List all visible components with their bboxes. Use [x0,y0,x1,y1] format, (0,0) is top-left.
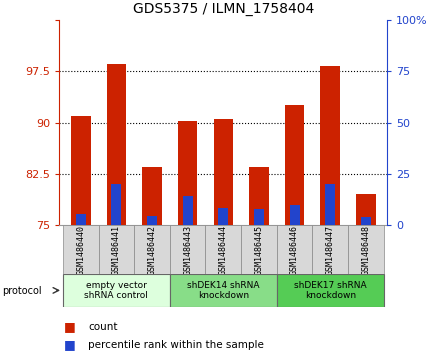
Bar [170,274,277,307]
Bar [76,214,86,225]
Bar [218,208,228,225]
Bar [71,116,91,225]
Text: shDEK14 shRNA
knockdown: shDEK14 shRNA knockdown [187,281,260,300]
Bar [356,194,376,225]
Bar [249,167,269,225]
Text: percentile rank within the sample: percentile rank within the sample [88,340,264,350]
Bar [170,225,205,274]
Bar [213,119,233,225]
Bar [63,274,170,307]
Text: GSM1486440: GSM1486440 [76,225,85,274]
Text: GSM1486442: GSM1486442 [147,225,157,274]
Bar [361,217,371,225]
Title: GDS5375 / ILMN_1758404: GDS5375 / ILMN_1758404 [133,2,314,16]
Text: count: count [88,322,117,332]
Text: GSM1486445: GSM1486445 [254,225,264,274]
Text: protocol: protocol [2,286,42,297]
Bar [285,105,304,225]
Bar [142,167,162,225]
Text: GSM1486444: GSM1486444 [219,225,228,274]
Bar [348,225,384,274]
Text: ■: ■ [64,338,76,351]
Bar [205,225,241,274]
Bar [63,225,99,274]
Bar [277,225,312,274]
Text: ■: ■ [64,320,76,333]
Bar [147,216,157,225]
Bar [106,64,126,225]
Bar [254,209,264,225]
Bar [320,66,340,225]
Text: GSM1486448: GSM1486448 [361,225,370,274]
Bar [277,274,384,307]
Text: shDEK17 shRNA
knockdown: shDEK17 shRNA knockdown [294,281,367,300]
Bar [290,205,300,225]
Text: GSM1486443: GSM1486443 [183,225,192,274]
Text: empty vector
shRNA control: empty vector shRNA control [84,281,148,300]
Bar [178,121,198,225]
Text: GSM1486447: GSM1486447 [326,225,335,274]
Bar [183,196,193,225]
Bar [99,225,134,274]
Bar [111,184,121,225]
Text: GSM1486446: GSM1486446 [290,225,299,274]
Bar [134,225,170,274]
Bar [325,184,335,225]
Bar [312,225,348,274]
Text: GSM1486441: GSM1486441 [112,225,121,274]
Bar [241,225,277,274]
